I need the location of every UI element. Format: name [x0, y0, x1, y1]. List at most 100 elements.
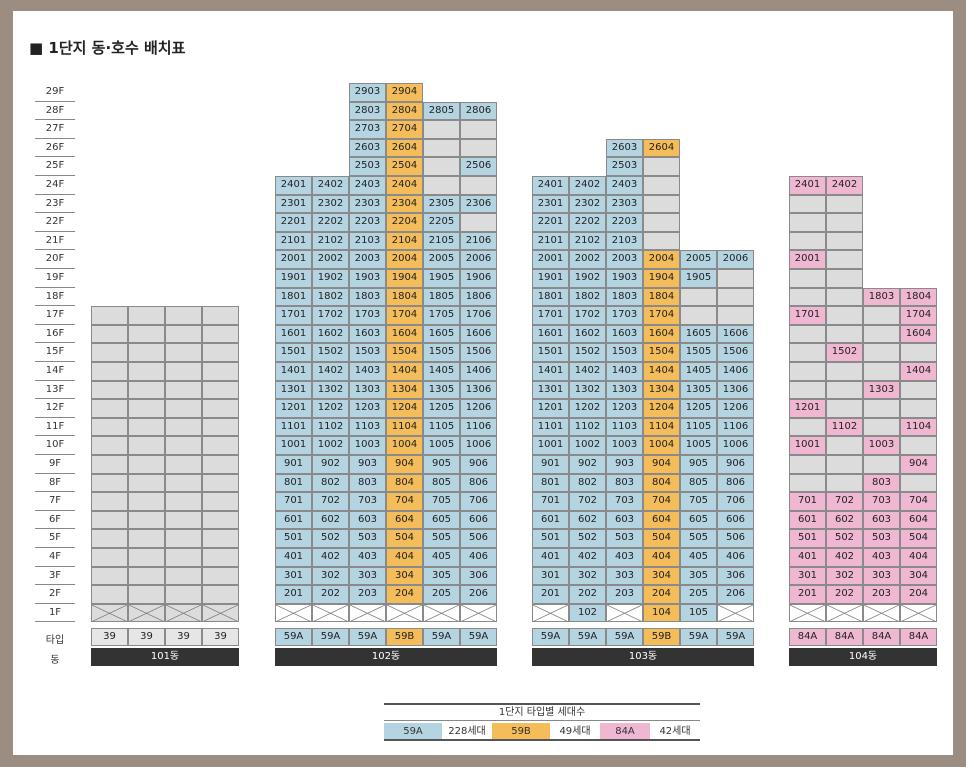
unit-cell: [900, 436, 937, 455]
unit-cell: [826, 287, 863, 307]
unit-cell: 2302: [569, 194, 606, 214]
floor-label: 10F: [35, 436, 75, 455]
unit-cell: 1504: [643, 343, 680, 362]
pilotis-cell: [349, 603, 386, 623]
unit-cell: 1602: [312, 324, 349, 344]
unit-cell: 502: [826, 529, 863, 548]
type-cell: 84A: [826, 628, 863, 646]
unit-cell: [165, 566, 202, 586]
unit-cell: 1005: [423, 436, 460, 455]
unit-cell: [128, 473, 165, 493]
unit-cell: 2303: [349, 194, 386, 214]
unit-cell: 1406: [460, 362, 497, 381]
unit-cell: 501: [789, 529, 826, 548]
unit-cell: 705: [680, 492, 717, 511]
unit-cell: 1401: [275, 362, 312, 381]
pilotis-cell: [312, 603, 349, 623]
unit-cell: 1503: [349, 343, 386, 362]
floor-label: 27F: [35, 120, 75, 139]
building-name-bar: 103동: [532, 648, 754, 666]
unit-cell: [789, 269, 826, 288]
unit-cell: [680, 306, 717, 325]
unit-cell: 701: [532, 492, 569, 511]
legend-count-59a: 228세대: [442, 723, 492, 741]
unit-cell: 1103: [349, 417, 386, 437]
unit-cell: 504: [643, 529, 680, 548]
unit-cell: 2002: [569, 250, 606, 269]
unit-cell: 1405: [423, 362, 460, 381]
unit-cell: [717, 269, 754, 288]
unit-cell: [717, 306, 754, 325]
unit-cell: 305: [680, 566, 717, 586]
unit-cell: [423, 176, 460, 195]
building-name-bar: 104동: [789, 648, 937, 666]
unit-cell: 1801: [532, 287, 569, 307]
unit-cell: 506: [460, 529, 497, 548]
unit-cell: [460, 138, 497, 158]
unit-cell: 1005: [680, 436, 717, 455]
unit-cell: 204: [900, 585, 937, 604]
floor-label: 9F: [35, 455, 75, 474]
unit-cell: [202, 399, 239, 418]
unit-cell: [717, 287, 754, 307]
unit-cell: 2504: [386, 157, 423, 176]
unit-cell: 1902: [312, 269, 349, 288]
unit-cell: 1803: [606, 287, 643, 307]
unit-cell: [128, 380, 165, 400]
unit-cell: 2003: [349, 250, 386, 269]
unit-cell: 505: [680, 529, 717, 548]
unit-cell: 2002: [312, 250, 349, 269]
unit-cell: [91, 380, 128, 400]
unit-cell: 2804: [386, 101, 423, 121]
unit-cell: [900, 399, 937, 418]
floor-label: 21F: [35, 232, 75, 251]
unit-cell: 2106: [460, 231, 497, 251]
pilotis-cell: [275, 603, 312, 623]
unit-cell: 404: [900, 548, 937, 567]
unit-cell: 1404: [386, 362, 423, 381]
unit-cell: 1804: [386, 287, 423, 307]
unit-cell: [643, 231, 680, 251]
unit-cell: [900, 380, 937, 400]
type-cell: 59A: [717, 628, 754, 646]
unit-cell: 2306: [460, 194, 497, 214]
unit-cell: 406: [460, 548, 497, 567]
unit-cell: [789, 213, 826, 232]
unit-cell: 306: [717, 566, 754, 586]
unit-cell: 805: [680, 473, 717, 493]
unit-cell: 1704: [386, 306, 423, 325]
pilotis-cell: [606, 603, 643, 623]
unit-cell: 2603: [606, 138, 643, 158]
type-legend: 1단지 타입별 세대수 59A 228세대 59B 49세대 84A 42세대: [384, 703, 700, 745]
unit-cell: 2001: [275, 250, 312, 269]
unit-cell: 606: [717, 510, 754, 530]
unit-cell: 2203: [349, 213, 386, 232]
unit-cell: 501: [532, 529, 569, 548]
floor-label: 14F: [35, 362, 75, 381]
unit-cell: 502: [312, 529, 349, 548]
unit-cell: 1001: [532, 436, 569, 455]
unit-cell: 1002: [569, 436, 606, 455]
unit-cell: [128, 417, 165, 437]
unit-cell: 2001: [789, 250, 826, 269]
floor-label: 11F: [35, 418, 75, 437]
unit-cell: 2401: [532, 176, 569, 195]
unit-cell: 1403: [606, 362, 643, 381]
unit-cell: 205: [423, 585, 460, 604]
unit-cell: [826, 194, 863, 214]
unit-cell: 1101: [275, 417, 312, 437]
unit-cell: [900, 473, 937, 493]
unit-cell: 703: [349, 492, 386, 511]
unit-cell: 1505: [423, 343, 460, 362]
unit-cell: 1006: [717, 436, 754, 455]
unit-cell: 204: [643, 585, 680, 604]
unit-cell: 2102: [312, 231, 349, 251]
unit-cell: 1803: [863, 287, 900, 307]
unit-cell: 1402: [312, 362, 349, 381]
unit-cell: 702: [569, 492, 606, 511]
unit-cell: 2805: [423, 101, 460, 121]
unit-cell: [91, 436, 128, 455]
unit-cell: 1301: [275, 380, 312, 400]
unit-cell: [789, 473, 826, 493]
unit-cell: 603: [863, 510, 900, 530]
